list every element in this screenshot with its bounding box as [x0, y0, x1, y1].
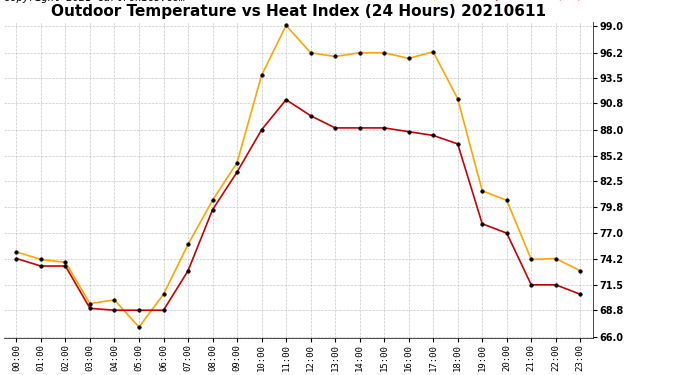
Legend: Heat Index (°F), Temperature (°F): Heat Index (°F), Temperature (°F)	[337, 0, 587, 5]
Title: Outdoor Temperature vs Heat Index (24 Hours) 20210611: Outdoor Temperature vs Heat Index (24 Ho…	[51, 4, 546, 19]
Text: Copyright 2021 Cartronics.com: Copyright 2021 Cartronics.com	[4, 0, 186, 3]
